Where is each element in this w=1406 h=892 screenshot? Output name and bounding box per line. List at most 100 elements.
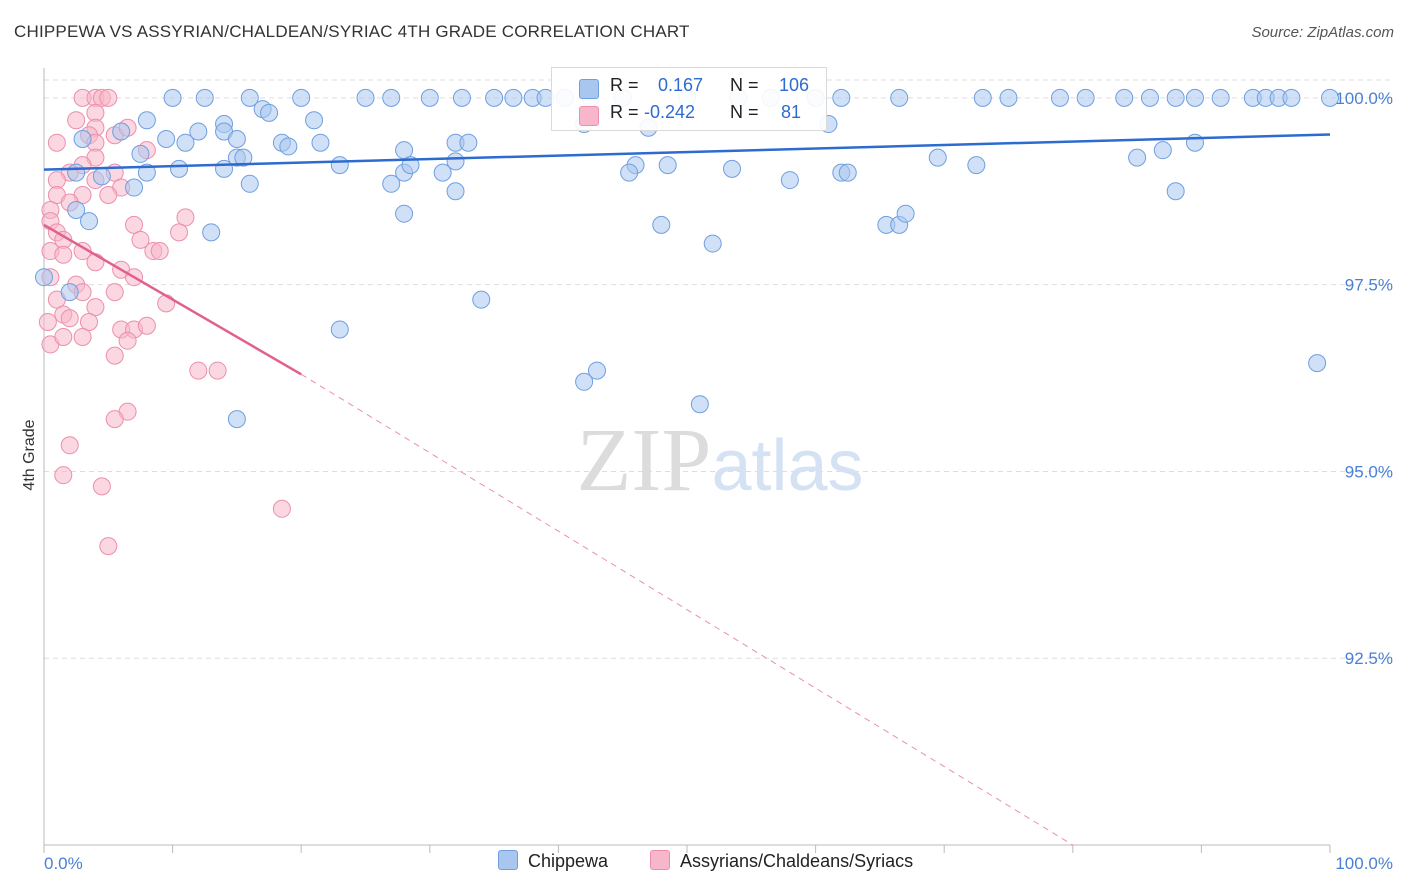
legend-n-value: 81 xyxy=(781,102,801,123)
chippewa-point xyxy=(1077,89,1094,106)
assyrian-point xyxy=(106,284,123,301)
chippewa-point xyxy=(216,160,233,177)
chippewa-point xyxy=(68,164,85,181)
chippewa-point xyxy=(126,179,143,196)
assyrian-point xyxy=(190,362,207,379)
legend-row-assyrian: R = -0.242 N = 81 xyxy=(552,100,826,128)
chippewa-point xyxy=(505,89,522,106)
chippewa-point xyxy=(36,269,53,286)
legend-row-chippewa: R = 0.167 N = 106 xyxy=(552,73,826,101)
chippewa-point xyxy=(81,213,98,230)
legend-r-value: 0.167 xyxy=(658,75,703,96)
chippewa-point xyxy=(724,160,741,177)
assyrian-point xyxy=(209,362,226,379)
correlation-legend: R = 0.167 N = 106 R = -0.242 N = 81 xyxy=(551,67,827,131)
chippewa-point xyxy=(331,157,348,174)
chippewa-point xyxy=(473,291,490,308)
chippewa-point xyxy=(1154,142,1171,159)
chippewa-point xyxy=(447,183,464,200)
chippewa-point xyxy=(653,216,670,233)
assyrian-point xyxy=(100,187,117,204)
chippewa-point xyxy=(138,112,155,129)
chippewa-point xyxy=(974,89,991,106)
watermark: ZIPatlas xyxy=(576,411,863,510)
legend-n-value: 106 xyxy=(779,75,809,96)
assyrian-legend-swatch xyxy=(650,850,670,870)
chippewa-point xyxy=(93,168,110,185)
chippewa-point xyxy=(196,89,213,106)
chippewa-point xyxy=(621,164,638,181)
y-tick-label: 100.0% xyxy=(1335,89,1393,108)
chippewa-point xyxy=(158,130,175,147)
chippewa-point xyxy=(1051,89,1068,106)
assyrian-point xyxy=(93,478,110,495)
assyrian-point xyxy=(87,254,104,271)
legend-r-label: R = xyxy=(610,102,639,123)
chippewa-point xyxy=(1186,89,1203,106)
chippewa-point xyxy=(1309,355,1326,372)
chippewa-point xyxy=(1129,149,1146,166)
chippewa-point xyxy=(177,134,194,151)
chippewa-swatch xyxy=(579,79,599,99)
assyrian-point xyxy=(55,467,72,484)
chippewa-legend-label: Chippewa xyxy=(528,851,608,871)
chippewa-legend-swatch xyxy=(498,850,518,870)
assyrian-point xyxy=(138,317,155,334)
chippewa-point xyxy=(61,284,78,301)
chippewa-point xyxy=(280,138,297,155)
assyrian-point xyxy=(61,310,78,327)
assyrian-point xyxy=(151,243,168,260)
assyrian-point xyxy=(68,112,85,129)
y-axis-title: 4th Grade xyxy=(21,419,38,490)
y-tick-label: 97.5% xyxy=(1345,276,1393,295)
chippewa-point xyxy=(1116,89,1133,106)
chippewa-point xyxy=(113,123,130,140)
watermark-zip: ZIP xyxy=(576,411,711,510)
bottom-legend-assyrian: Assyrians/Chaldeans/Syriacs xyxy=(650,850,913,872)
assyrian-point xyxy=(55,246,72,263)
assyrian-point xyxy=(39,314,56,331)
chippewa-point xyxy=(929,149,946,166)
legend-r-value: -0.242 xyxy=(644,102,695,123)
x-tick-label-min: 0.0% xyxy=(44,854,83,873)
chippewa-point xyxy=(293,89,310,106)
chippewa-point xyxy=(968,157,985,174)
assyrian-point xyxy=(74,328,91,345)
chippewa-point xyxy=(453,89,470,106)
chippewa-point xyxy=(164,89,181,106)
chippewa-point xyxy=(1283,89,1300,106)
chippewa-point xyxy=(1186,134,1203,151)
legend-r-label: R = xyxy=(610,75,639,96)
gridlines xyxy=(44,80,1392,658)
chippewa-point xyxy=(171,160,188,177)
chippewa-point xyxy=(897,205,914,222)
chippewa-point xyxy=(331,321,348,338)
y-tick-label: 92.5% xyxy=(1345,649,1393,668)
chippewa-point xyxy=(1167,183,1184,200)
chippewa-point xyxy=(781,172,798,189)
chippewa-point xyxy=(1141,89,1158,106)
assyrian-point xyxy=(273,500,290,517)
assyrian-point xyxy=(106,411,123,428)
chippewa-point xyxy=(421,89,438,106)
assyrian-point xyxy=(177,209,194,226)
chippewa-point xyxy=(460,134,477,151)
assyrian-swatch xyxy=(579,106,599,126)
chippewa-point xyxy=(383,89,400,106)
assyrian-point xyxy=(100,89,117,106)
assyrian-point xyxy=(106,347,123,364)
assyrian-point xyxy=(171,224,188,241)
series-assyrian-points xyxy=(39,89,290,554)
assyrian-point xyxy=(87,299,104,316)
legend-n-label: N = xyxy=(730,75,759,96)
chippewa-point xyxy=(1000,89,1017,106)
assyrian-point xyxy=(119,332,136,349)
chippewa-point xyxy=(228,411,245,428)
x-tick-label-max: 100.0% xyxy=(1335,854,1393,873)
chippewa-point xyxy=(357,89,374,106)
assyrian-legend-label: Assyrians/Chaldeans/Syriacs xyxy=(680,851,913,871)
assyrian-point xyxy=(158,295,175,312)
legend-n-label: N = xyxy=(730,102,759,123)
chippewa-point xyxy=(203,224,220,241)
chippewa-point xyxy=(576,373,593,390)
